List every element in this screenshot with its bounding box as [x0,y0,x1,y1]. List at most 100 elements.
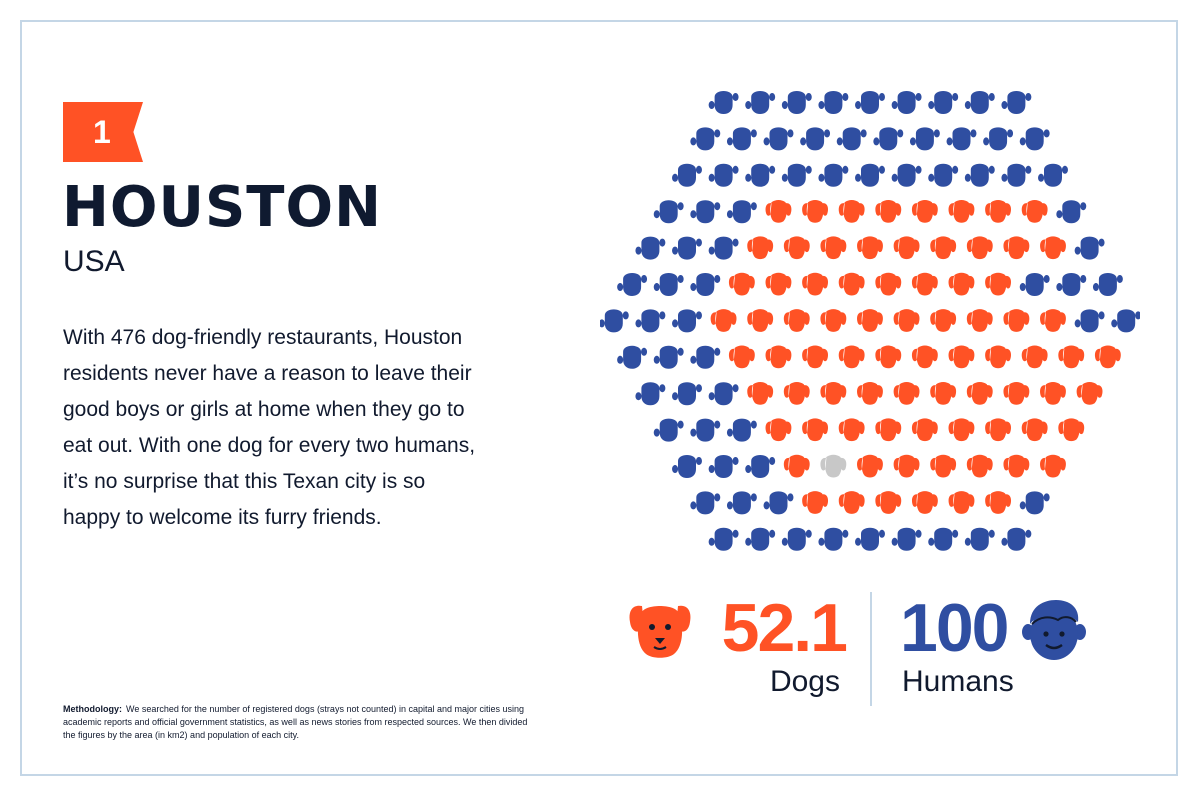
human-icon [1092,273,1123,296]
human-icon [928,91,959,114]
dog-icon [857,381,883,405]
dog-icon [1003,309,1030,332]
human-icon [818,527,849,551]
human-icon [600,309,629,333]
human-icon [745,163,776,187]
methodology-text: We searched for the number of registered… [63,704,528,740]
dog-icon [985,199,1012,223]
human-icon [891,91,922,114]
human-icon [1019,127,1050,151]
country-label: USA [63,245,125,278]
dog-icon [985,491,1012,514]
human-icon [1111,309,1140,333]
human-icon [818,163,849,187]
dog-icon [802,272,829,296]
dog-icon [765,418,792,442]
dog-icon [1058,345,1085,369]
dog-icon [893,236,920,260]
human-icon [1056,200,1087,224]
human-icon [964,163,995,187]
dog-icon [857,236,883,260]
dog-icon [838,491,865,514]
human-icon [928,163,959,187]
dog-icon [747,309,774,332]
human-icon [964,527,995,551]
dog-icon [930,309,957,332]
human-icon [1019,491,1050,515]
human-icon [836,127,867,151]
dogs-label: Dogs [769,665,840,698]
dog-icon [1040,309,1066,332]
dog-icon [875,272,902,296]
human-icon [635,309,666,333]
human-icon [672,309,702,333]
dog-icon [966,236,993,260]
human-icon [653,273,684,296]
human-icon [1019,273,1050,296]
dog-icon [911,199,938,223]
dog-icon [765,199,792,223]
human-icon [983,127,1014,151]
dog-icon [948,199,975,223]
human-icon [745,91,776,114]
dog-icon [1040,236,1066,260]
human-icon [653,345,684,369]
dog-icon [966,381,993,405]
human-icon [1074,236,1105,260]
rank-badge: 1 [63,102,143,162]
human-icon [690,200,721,224]
dog-icon [857,454,883,478]
dog-icon [911,272,938,296]
dog-icon [966,454,993,478]
city-title: HOUSTON [62,175,382,240]
dog-icon [820,236,847,260]
dog-icon [985,418,1012,442]
dog-icon [838,272,865,296]
human-icon [690,491,721,515]
human-icon [946,127,977,151]
dog-icon [948,345,975,369]
dogs-per-100-value: 52.1 [721,590,848,666]
human-icon [726,127,757,151]
dog-icon [802,418,829,442]
dog-icon [948,491,975,514]
dog-icon [1021,345,1048,369]
methodology-note: Methodology: We searched for the number o… [63,703,533,742]
dog-icon [985,272,1012,296]
dog-icon [838,199,865,223]
dog-icon [802,345,829,369]
human-icon [855,527,885,551]
dog-icon [893,454,920,478]
dog-icon [893,309,920,332]
dog-icon [893,381,920,405]
humans-label: Humans [902,665,1014,698]
dog-icon [1094,345,1121,369]
human-icon [855,91,885,114]
dog-icon [783,309,810,332]
human-icon [672,455,702,478]
human-icon [745,527,776,551]
dog-icon [948,418,975,442]
human-icon [745,455,776,478]
human-icon [1056,273,1087,296]
human-icon [672,236,702,260]
dog-icon [1021,199,1048,223]
human-icon [726,418,757,442]
human-icon [690,127,721,151]
human-icon [891,163,922,187]
human-icon [1001,163,1032,187]
human-icon [726,200,757,224]
dog-icon [747,236,774,260]
human-icon [708,91,739,114]
human-icon [818,91,849,114]
human-icon [726,491,757,515]
human-icon [690,418,721,442]
humans-value: 100 [900,590,1009,666]
human-icon [781,91,812,114]
dog-icon [1003,454,1030,478]
methodology-label: Methodology: [63,704,122,714]
dog-icon [765,345,792,369]
stats-divider [870,592,872,706]
human-icon [1001,91,1032,114]
dog-icon [765,272,792,296]
